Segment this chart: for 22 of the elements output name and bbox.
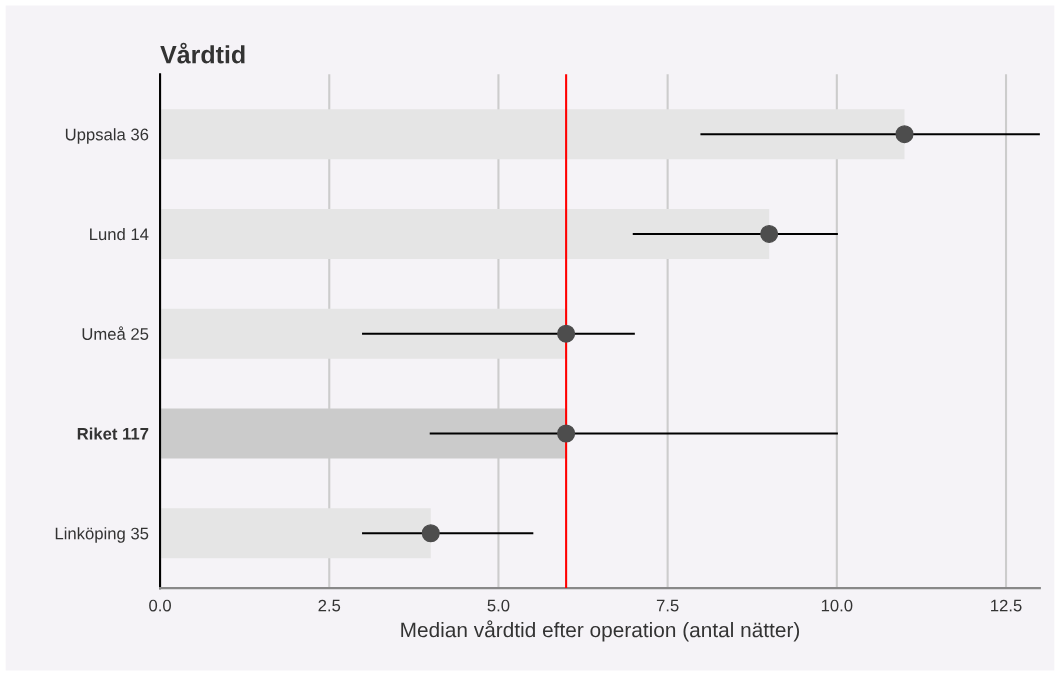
y-tick-label: Umeå 25 bbox=[82, 326, 149, 340]
x-tick-label: 10.0 bbox=[821, 599, 853, 612]
point bbox=[421, 524, 440, 543]
bar bbox=[160, 308, 567, 359]
y-tick-label: Uppsala 36 bbox=[65, 128, 149, 144]
x-tick-label: 12.5 bbox=[991, 599, 1022, 612]
point bbox=[557, 324, 576, 343]
point bbox=[895, 125, 914, 144]
chart-title: Vårdtid bbox=[160, 42, 245, 64]
y-tick-label: Linköping 35 bbox=[55, 527, 149, 543]
bar bbox=[160, 109, 905, 160]
x-tick-label: 2.5 bbox=[318, 599, 341, 612]
x-axis-title: Median vårdtid efter operation (antal nätter) bbox=[401, 620, 800, 642]
y-tick-label: Lund 14 bbox=[90, 227, 149, 241]
x-tick-label: 5.0 bbox=[487, 599, 510, 612]
point bbox=[557, 424, 576, 443]
bar bbox=[160, 508, 431, 559]
y-tick-label: Riket 117 bbox=[77, 427, 149, 440]
x-tick-label: 7.5 bbox=[656, 599, 679, 612]
point bbox=[760, 224, 779, 244]
bar bbox=[160, 209, 770, 259]
x-tick-label: 0.0 bbox=[149, 599, 171, 612]
